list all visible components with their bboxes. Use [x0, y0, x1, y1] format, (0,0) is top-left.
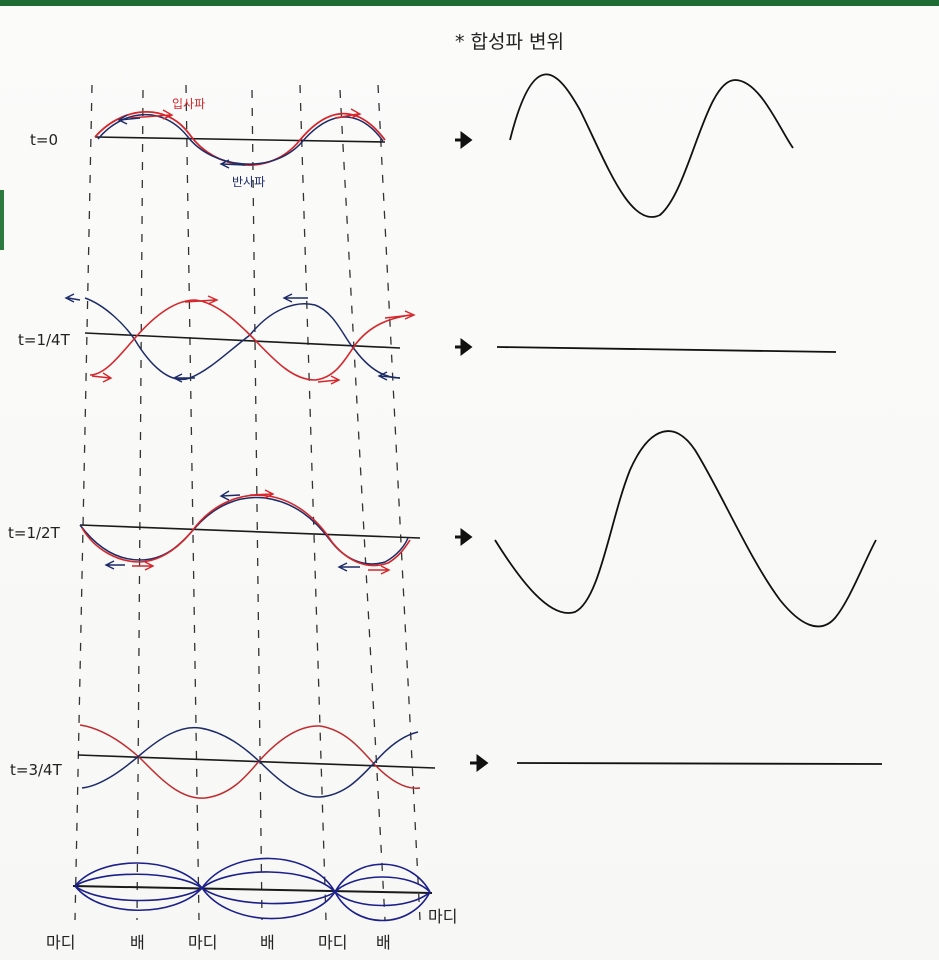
arrow-right	[249, 489, 275, 499]
node-labels: 마디 배 마디 배 마디 배 마디	[46, 907, 457, 952]
guide-line	[377, 84, 421, 921]
arrow-right	[317, 375, 341, 385]
row-t0: t=0 입사파 반사파	[30, 73, 794, 218]
node-label: 마디	[46, 933, 75, 952]
arrow-right	[368, 565, 391, 575]
arrow-right	[91, 372, 113, 383]
arrow-left	[219, 490, 241, 501]
resultant-flat	[516, 762, 883, 765]
guide-line	[185, 84, 200, 921]
loop-lower	[334, 891, 431, 907]
arrow-right	[129, 109, 174, 120]
antinode-label: 배	[130, 933, 145, 952]
axis-line	[79, 524, 421, 539]
arrow-left	[219, 159, 246, 169]
node-label: 마디	[188, 933, 217, 952]
loop-upper	[201, 857, 336, 893]
incident-wave	[89, 299, 411, 381]
loop-lower	[334, 891, 431, 922]
arrow-left	[172, 373, 195, 383]
axis-line	[72, 885, 433, 894]
resultant-flat	[496, 346, 837, 353]
arrow-left	[377, 371, 401, 381]
time-label: t=1/2T	[8, 524, 61, 542]
row-t-half: t=1/2T	[8, 430, 877, 628]
dashed-guides	[74, 84, 421, 921]
result-arrow	[455, 338, 473, 356]
standing-wave	[72, 857, 433, 922]
row-t-quarter: t=1/4T	[18, 293, 837, 385]
arrow-right	[132, 561, 155, 571]
background-edge	[0, 0, 939, 6]
antinode-label: 배	[260, 933, 275, 952]
guide-line	[339, 89, 386, 921]
arrow-left	[104, 560, 125, 570]
loop-upper	[334, 876, 431, 893]
axis-line	[94, 136, 386, 143]
arrow-right	[184, 295, 219, 305]
antinode-label: 배	[376, 933, 391, 952]
loop-lower	[201, 887, 336, 905]
loop-upper	[334, 863, 431, 893]
guide-line	[74, 84, 93, 921]
time-label: t=0	[30, 131, 58, 149]
resultant-wave	[494, 430, 877, 628]
arrow-left	[117, 114, 141, 125]
reflected-wave	[79, 496, 409, 565]
node-label: 마디	[428, 907, 457, 926]
background-edge-left	[0, 190, 4, 250]
arrow-right	[384, 310, 416, 320]
arrow-left	[337, 562, 360, 572]
reflected-wave-label: 반사파	[232, 175, 265, 189]
loop-upper	[74, 862, 203, 889]
loop-upper	[201, 871, 336, 893]
result-arrow	[455, 131, 473, 149]
arrow-right	[334, 108, 362, 119]
standing-wave-loops	[74, 857, 431, 922]
arrow-left	[282, 293, 308, 303]
loop-lower	[74, 885, 203, 911]
incident-wave	[79, 724, 421, 799]
loop-lower	[201, 887, 336, 920]
loop-upper	[74, 873, 203, 889]
time-label: t=1/4T	[18, 331, 71, 349]
incident-wave-label: 입사파	[172, 97, 205, 111]
result-arrow	[470, 754, 489, 772]
diagram-title: * 합성파 변위	[455, 31, 564, 53]
loop-lower	[74, 885, 203, 902]
time-label: t=3/4T	[10, 761, 63, 779]
result-arrow	[455, 528, 473, 546]
reflected-wave	[84, 297, 401, 381]
guide-line	[299, 84, 327, 921]
resultant-wave	[509, 73, 794, 218]
guide-line	[136, 89, 144, 921]
arrow-left	[64, 293, 81, 303]
incident-wave	[81, 494, 411, 567]
guide-line	[251, 89, 263, 921]
node-label: 마디	[318, 933, 347, 952]
reflected-wave	[81, 726, 419, 798]
row-t-three-quarter: t=3/4T	[10, 724, 883, 799]
